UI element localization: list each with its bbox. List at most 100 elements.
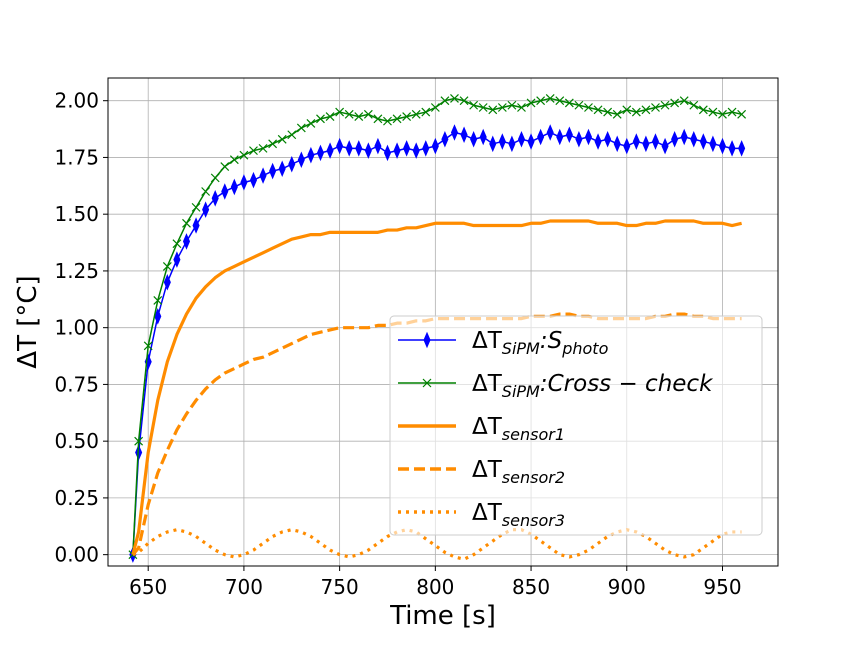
marker <box>296 123 306 133</box>
marker <box>402 112 412 122</box>
marker <box>202 201 210 218</box>
marker <box>727 107 737 117</box>
marker <box>661 137 669 155</box>
y-tick-label: 0.00 <box>54 543 99 567</box>
marker <box>498 133 506 150</box>
legend-text: ΔT <box>472 414 503 440</box>
marker <box>172 239 182 249</box>
legend-text: ΔT <box>472 328 503 354</box>
marker <box>278 160 286 178</box>
marker <box>450 124 459 141</box>
marker <box>364 142 372 159</box>
marker <box>718 137 727 155</box>
marker <box>316 144 325 162</box>
marker <box>191 202 201 212</box>
marker <box>373 114 383 124</box>
marker <box>220 162 230 171</box>
y-tick-label: 2.00 <box>54 89 99 113</box>
marker <box>488 105 498 115</box>
marker <box>670 98 680 108</box>
marker <box>564 98 574 108</box>
y-tick-label: 0.50 <box>54 429 99 453</box>
marker <box>584 103 593 112</box>
marker <box>469 100 479 110</box>
marker <box>641 105 651 115</box>
marker <box>478 103 488 112</box>
marker <box>690 131 698 148</box>
y-tick-label: 1.75 <box>54 145 99 169</box>
marker <box>441 131 449 148</box>
marker <box>240 174 248 191</box>
marker <box>671 131 679 148</box>
marker <box>258 143 268 153</box>
marker <box>307 146 315 164</box>
legend-box <box>389 315 763 536</box>
marker <box>201 187 211 196</box>
marker <box>182 233 191 250</box>
marker <box>354 112 364 122</box>
legend-text: ΔT <box>472 371 503 397</box>
marker <box>489 135 497 153</box>
marker <box>440 96 450 106</box>
marker <box>423 331 431 349</box>
marker <box>411 109 421 119</box>
marker <box>154 308 162 325</box>
marker <box>594 133 602 150</box>
marker <box>660 100 670 110</box>
legend-text: :Cross − check <box>540 371 714 397</box>
legend-text: ΔT <box>472 500 503 526</box>
marker <box>210 173 220 183</box>
marker <box>325 112 335 122</box>
legend-label: ΔTSiPM:Cross − check <box>472 371 714 401</box>
marker <box>584 128 593 146</box>
axes-frame <box>107 77 779 567</box>
marker <box>363 109 373 119</box>
marker <box>526 98 536 108</box>
marker <box>162 261 172 271</box>
marker <box>709 135 717 153</box>
plot-area <box>128 94 747 563</box>
marker <box>613 135 621 153</box>
y-axis-label: ΔT [°C] <box>13 275 43 368</box>
marker <box>527 133 535 150</box>
marker <box>575 131 583 148</box>
legend-subscript: SiPM <box>502 339 540 358</box>
legend-subscript: SiPM <box>502 382 540 401</box>
marker <box>326 142 334 159</box>
x-axis-label: Time [s] <box>389 601 496 631</box>
y-tick-label: 0.75 <box>54 372 99 396</box>
marker <box>249 171 258 189</box>
marker <box>507 100 517 110</box>
marker <box>335 107 345 117</box>
marker <box>651 133 660 150</box>
marker <box>268 139 278 149</box>
marker <box>336 137 344 155</box>
legend-subscript: sensor3 <box>502 511 565 530</box>
marker <box>479 128 487 146</box>
marker <box>249 146 258 156</box>
marker <box>450 94 459 103</box>
x-tick-label: 650 <box>129 575 167 599</box>
marker <box>277 134 287 144</box>
marker <box>430 103 440 112</box>
marker <box>698 105 708 115</box>
marker <box>556 128 564 146</box>
marker <box>393 142 401 159</box>
marker <box>508 135 516 153</box>
legend-label: ΔTsensor3 <box>472 500 565 530</box>
marker <box>211 190 219 207</box>
marker <box>642 135 650 153</box>
marker <box>355 140 363 157</box>
y-tick-label: 0.25 <box>54 486 99 510</box>
marker <box>230 178 238 196</box>
marker <box>718 109 727 119</box>
marker <box>603 107 613 117</box>
legend-text: ΔT <box>472 457 503 483</box>
marker <box>632 133 640 150</box>
marker <box>403 140 411 157</box>
marker <box>287 130 297 140</box>
marker <box>546 124 554 141</box>
marker <box>134 436 144 446</box>
marker <box>221 183 229 200</box>
